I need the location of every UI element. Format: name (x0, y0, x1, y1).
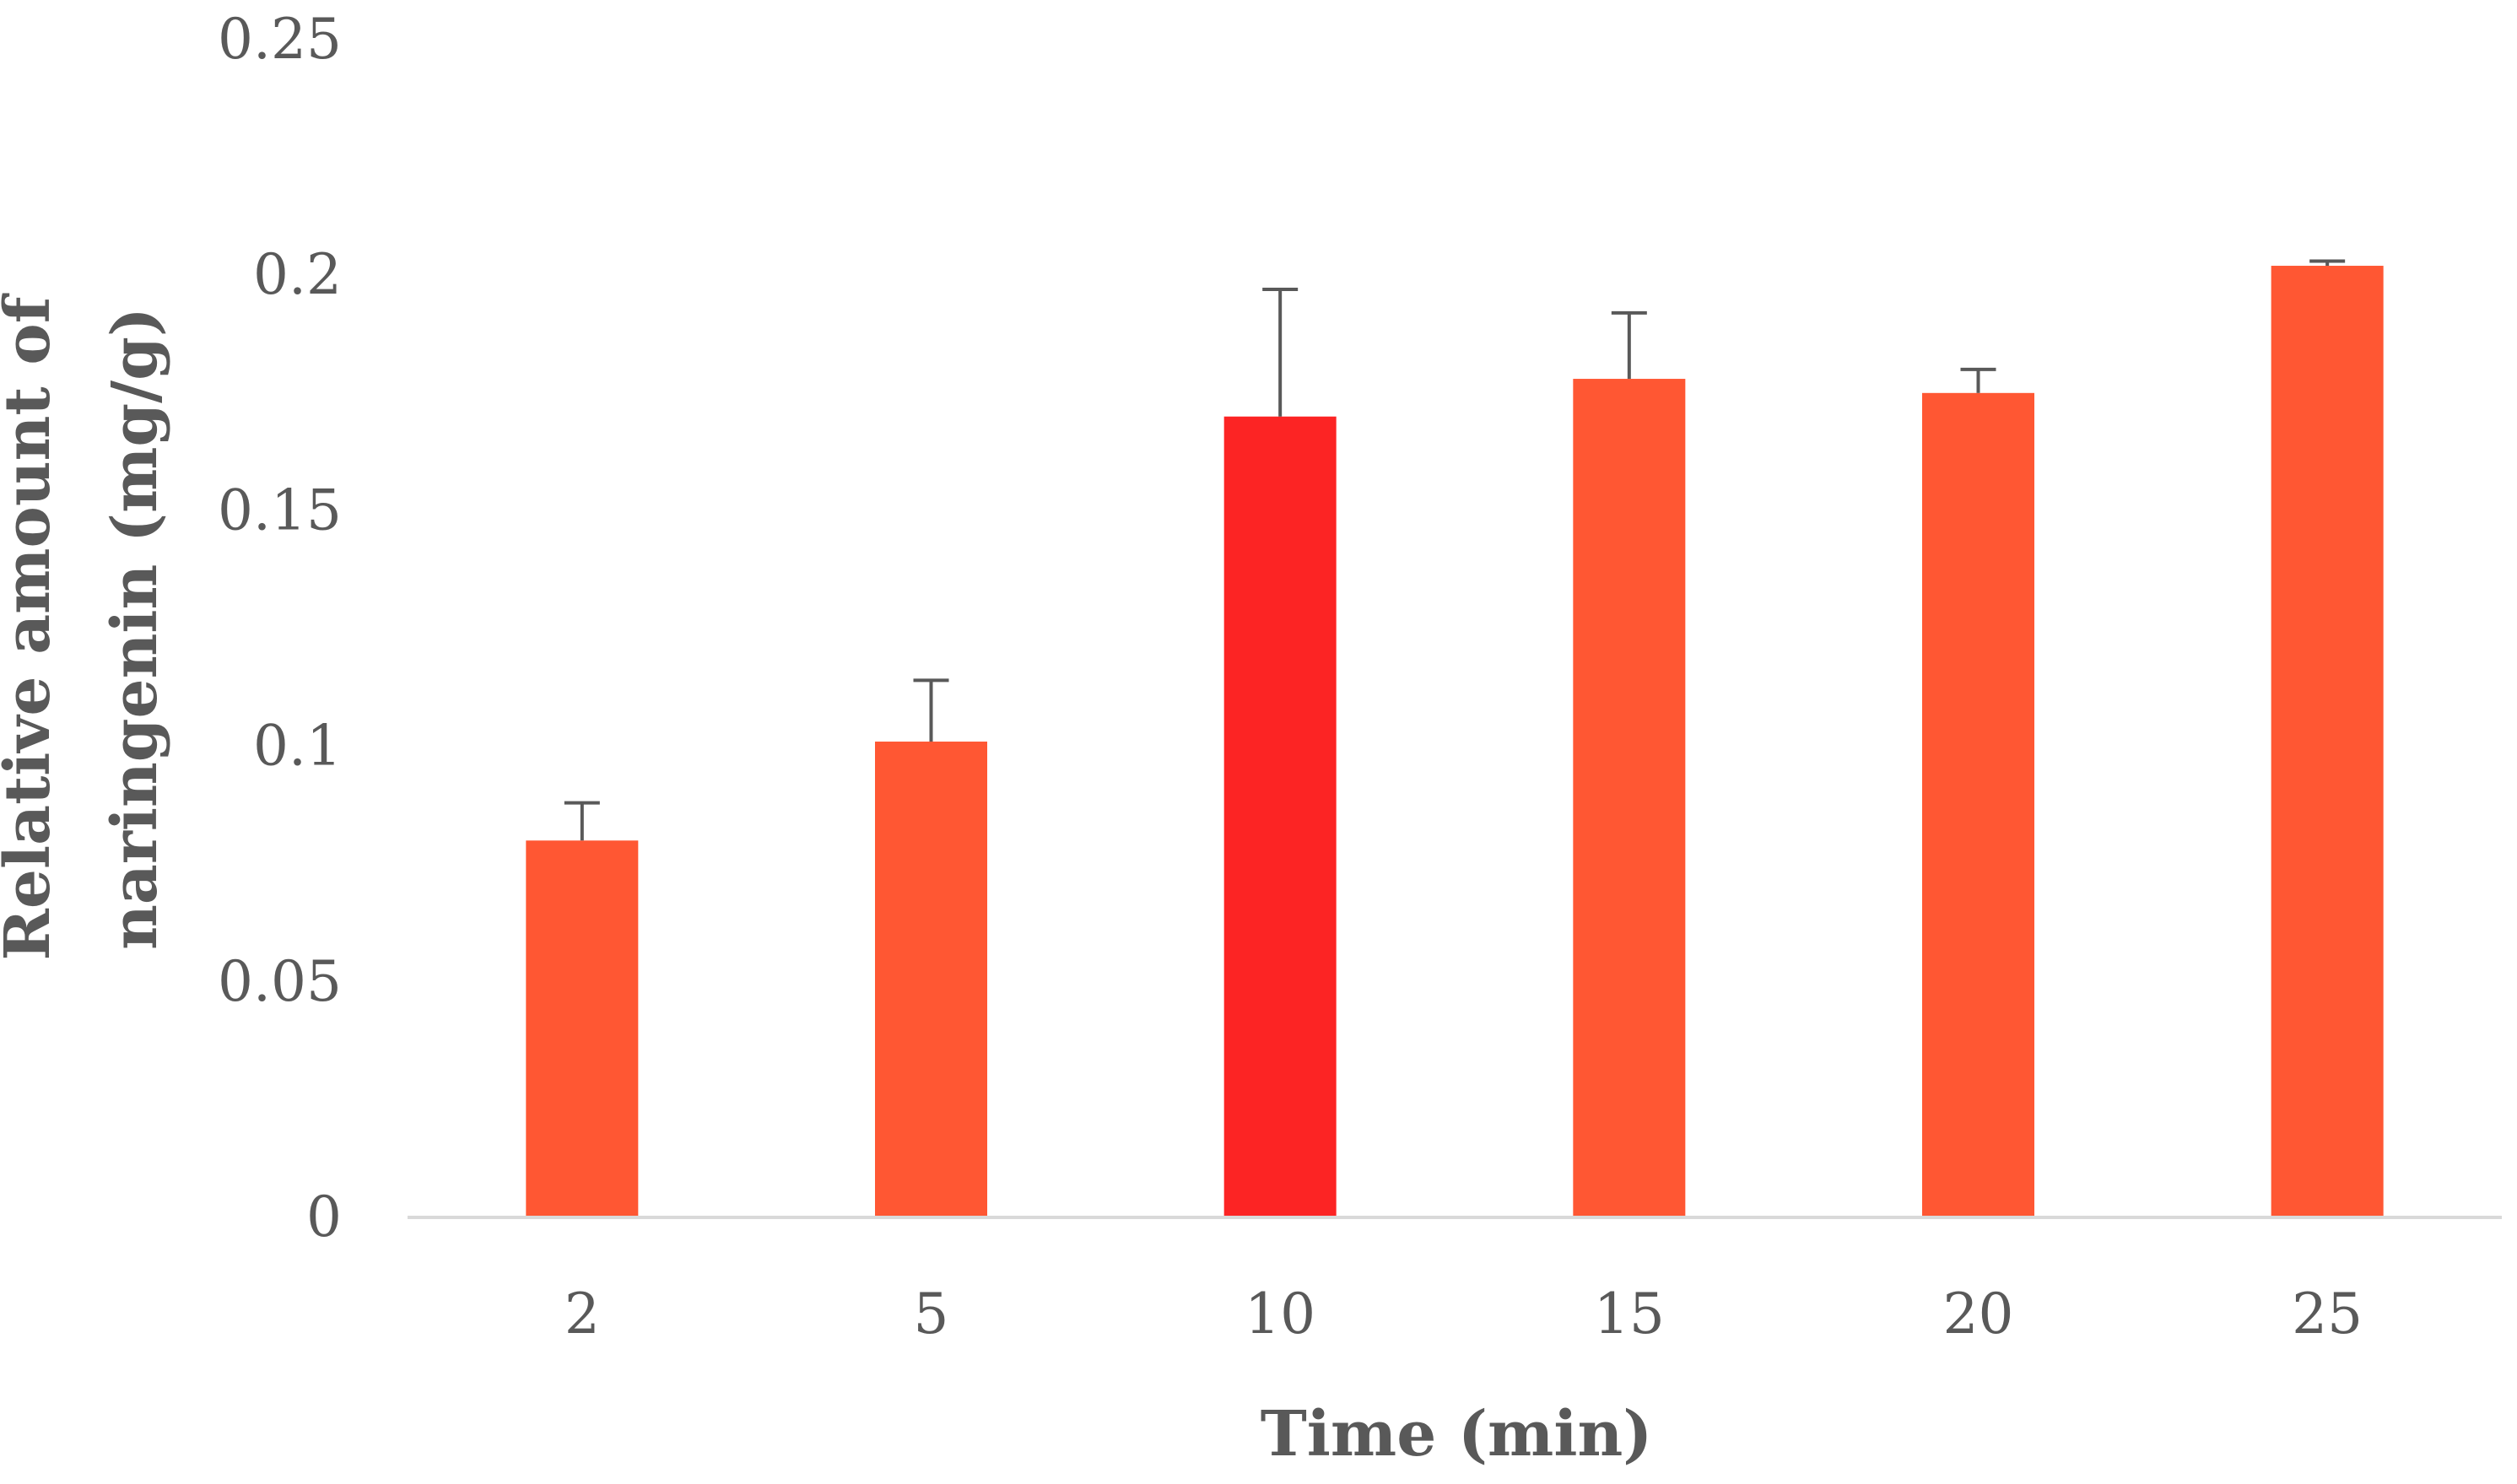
x-tick-label: 2 (564, 1282, 600, 1346)
y-tick-label: 0.1 (253, 714, 342, 779)
y-tick-label: 0 (306, 1185, 342, 1249)
y-axis-title-line-2: naringenin (mg/g) (99, 307, 171, 950)
y-tick-label: 0.25 (218, 7, 342, 72)
bar-2 (526, 840, 639, 1217)
x-tick-label: 25 (2292, 1282, 2363, 1346)
y-tick-label: 0.15 (218, 478, 342, 542)
y-tick-label: 0.05 (218, 949, 342, 1014)
x-axis-ticks: 2 5 10 15 20 25 (564, 1282, 2363, 1346)
bar-25 (2271, 266, 2384, 1218)
x-tick-label: 15 (1594, 1282, 1665, 1346)
bar-5 (875, 742, 987, 1217)
x-tick-label: 20 (1943, 1282, 2014, 1346)
y-tick-label: 0.2 (253, 242, 342, 307)
error-bars (564, 259, 2346, 841)
x-tick-label: 5 (914, 1282, 949, 1346)
bar-10 (1223, 416, 1337, 1218)
x-tick-label: 10 (1245, 1282, 1315, 1346)
y-axis-ticks: 0 0.05 0.1 0.15 0.2 0.25 (218, 7, 342, 1249)
bar-20 (1922, 392, 2034, 1217)
y-axis-title: Relative amount of naringenin (mg/g) (0, 293, 171, 960)
bar-15 (1573, 379, 1686, 1218)
bars (526, 266, 2384, 1218)
x-axis-title: Time (min) (1261, 1398, 1653, 1471)
y-axis-title-line-1: Relative amount of (0, 293, 64, 960)
